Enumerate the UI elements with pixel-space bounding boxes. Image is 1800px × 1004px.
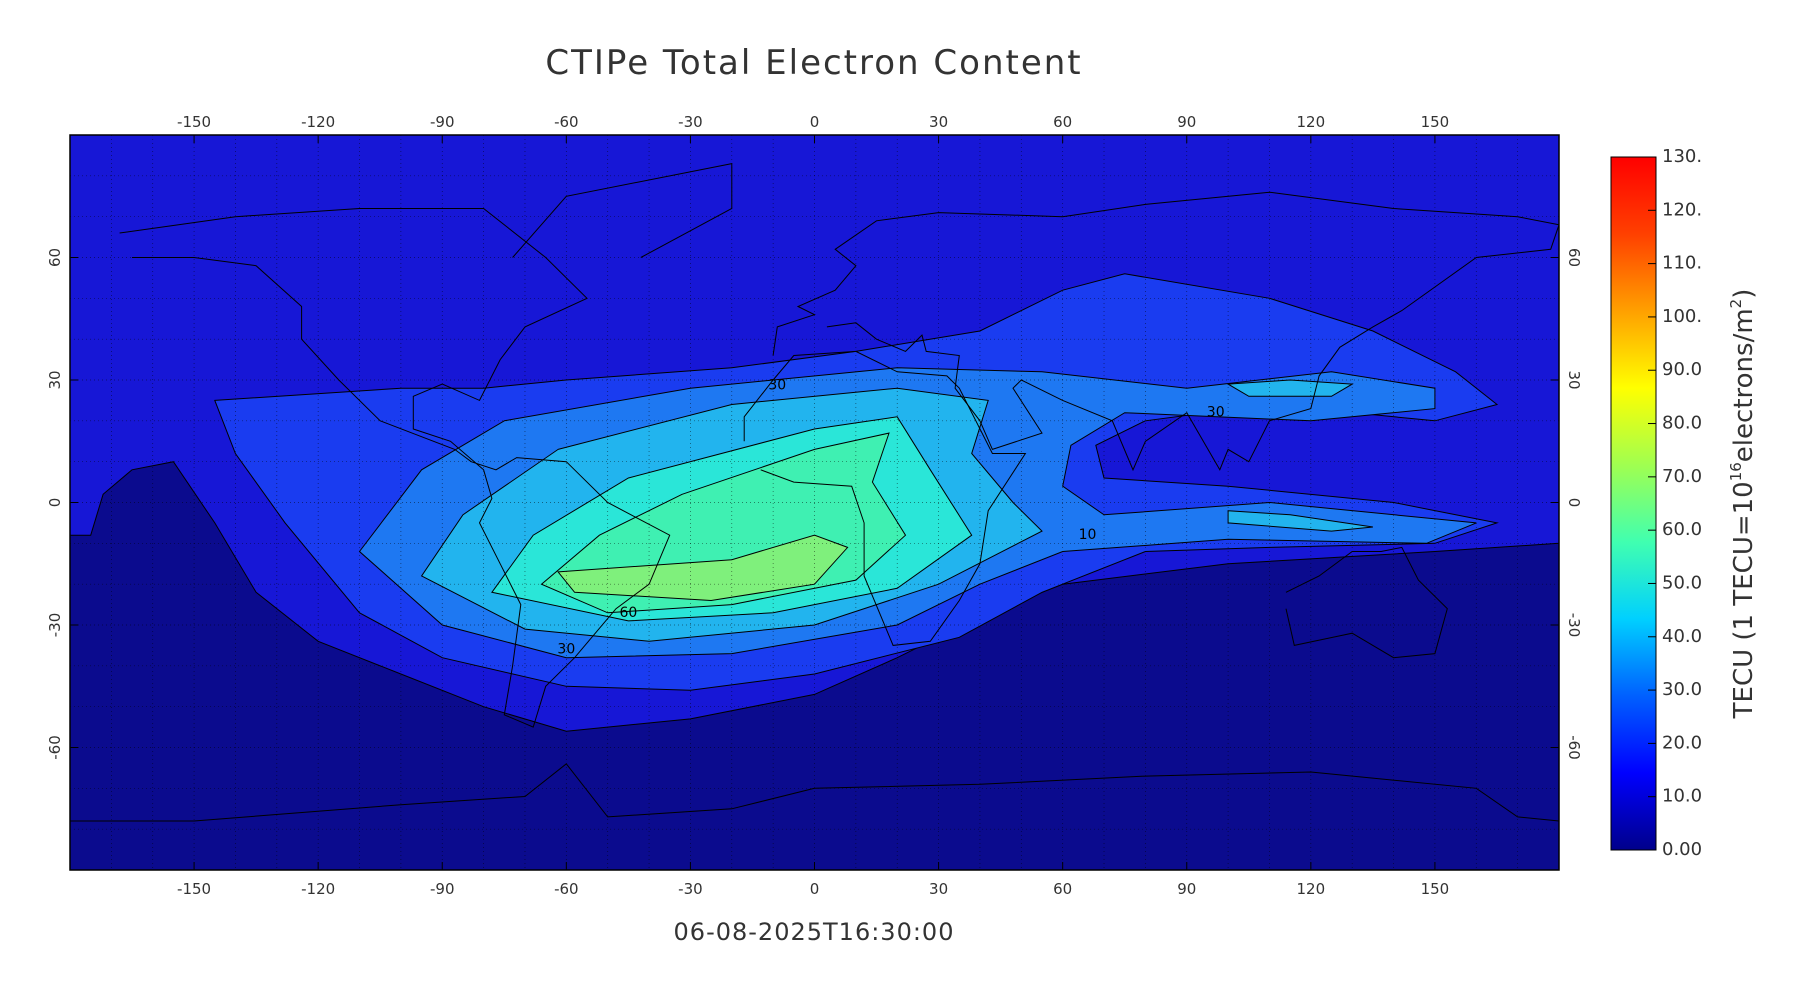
colorbar-tick-label: 40.0 (1662, 626, 1702, 647)
coastline (70, 763, 1559, 822)
timestamp: 06-08-2025T16:30:00 (674, 918, 955, 946)
y-tick-label: 30 (46, 370, 64, 389)
colorbar-tick-label: 100. (1662, 306, 1702, 327)
x-tick-label: 120 (1297, 880, 1326, 898)
x-tick-label: 120 (1297, 113, 1326, 131)
x-tick-label: 150 (1421, 113, 1450, 131)
x-tick-label: -60 (554, 880, 579, 898)
colorbar-tick-label: 120. (1662, 199, 1702, 220)
colorbar-gradient (1610, 156, 1657, 851)
x-tick-label: 90 (1177, 880, 1196, 898)
colorbar-tick-label: 20.0 (1662, 732, 1702, 753)
contour-label: 30 (768, 378, 786, 394)
y-tick-label: 30 (1565, 370, 1583, 389)
colorbar-tick-label: 60.0 (1662, 519, 1702, 540)
chart-title: CTIPe Total Electron Content (545, 43, 1082, 83)
colorbar-tick-label: 50.0 (1662, 572, 1702, 593)
y-tick-label: -30 (46, 613, 64, 638)
colorbar-tick-label: 90.0 (1662, 359, 1702, 380)
x-tick-label: -120 (301, 113, 335, 131)
contour-label: 30 (557, 642, 575, 658)
colorbar-label-text: electrons/m (1729, 308, 1759, 462)
y-tick-label: 60 (46, 248, 64, 267)
colorbar-label: TECU (1 TECU=1016electrons/m2) (1727, 289, 1759, 720)
y-tick-label: -30 (1565, 613, 1583, 638)
coastline (119, 208, 671, 728)
colorbar-tick-label: 110. (1662, 253, 1702, 274)
colorbar-label-superscript: 2 (1727, 299, 1745, 309)
plot-area: 30 60 30 10 30 (70, 135, 1559, 870)
contour-label: 30 (1207, 405, 1225, 421)
colorbar-tick-label: 80.0 (1662, 413, 1702, 434)
colorbar-tick-label: 10.0 (1662, 786, 1702, 807)
contour-region (1227, 510, 1373, 532)
colorbar-label-text: TECU (1 TECU=10 (1729, 481, 1759, 719)
x-tick-label: 30 (929, 880, 948, 898)
contour-label: 10 (1079, 527, 1097, 543)
x-tick-label: 0 (810, 113, 820, 131)
y-tick-label: 60 (1565, 248, 1583, 267)
x-tick-label: 60 (1053, 113, 1072, 131)
x-tick-label: 150 (1421, 880, 1450, 898)
y-tick-label: -60 (1565, 735, 1583, 760)
contour-label: 60 (619, 605, 637, 621)
colorbar-tick-label: 0.00 (1662, 839, 1702, 860)
y-tick-label: 0 (1565, 498, 1583, 508)
y-tick-label: 0 (46, 498, 64, 508)
x-tick-label: -90 (430, 880, 455, 898)
coastline (743, 350, 1027, 646)
x-tick-label: -90 (430, 113, 455, 131)
colorbar-tick-label: 130. (1662, 146, 1702, 167)
x-tick-label: -30 (678, 880, 703, 898)
x-tick-label: 60 (1053, 880, 1072, 898)
x-tick-label: -30 (678, 113, 703, 131)
axes: -150-150-120-120-90-90-60-60-30-30003030… (46, 113, 1583, 898)
colorbar: 0.00 10.0 20.0 30.0 40.0 50.0 60.0 70.0 80.0 90.0… (1610, 146, 1759, 860)
coastline (1285, 546, 1448, 659)
x-tick-label: -150 (177, 113, 211, 131)
colorbar-label-text: ) (1729, 289, 1759, 299)
contour-region (1226, 379, 1354, 397)
x-tick-label: -150 (177, 880, 211, 898)
coastline (772, 191, 1559, 472)
colorbar-tick-label: 30.0 (1662, 679, 1702, 700)
y-tick-label: -60 (46, 735, 64, 760)
x-tick-label: 90 (1177, 113, 1196, 131)
x-tick-label: 0 (810, 880, 820, 898)
colorbar-tick-label: 70.0 (1662, 466, 1702, 487)
x-tick-label: -120 (301, 880, 335, 898)
x-tick-label: -60 (554, 113, 579, 131)
x-tick-label: 30 (929, 113, 948, 131)
colorbar-label-superscript: 16 (1727, 462, 1745, 481)
